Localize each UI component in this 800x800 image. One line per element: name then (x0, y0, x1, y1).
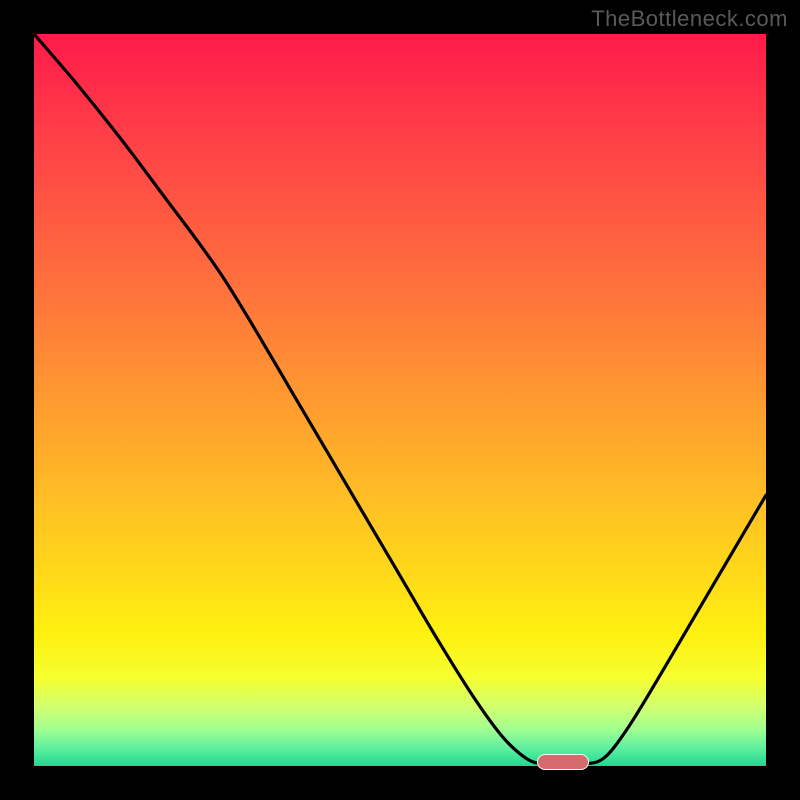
optimal-marker (537, 754, 589, 770)
plot-area (34, 34, 766, 766)
bottleneck-curve (34, 34, 766, 766)
attribution-text: TheBottleneck.com (591, 6, 788, 32)
